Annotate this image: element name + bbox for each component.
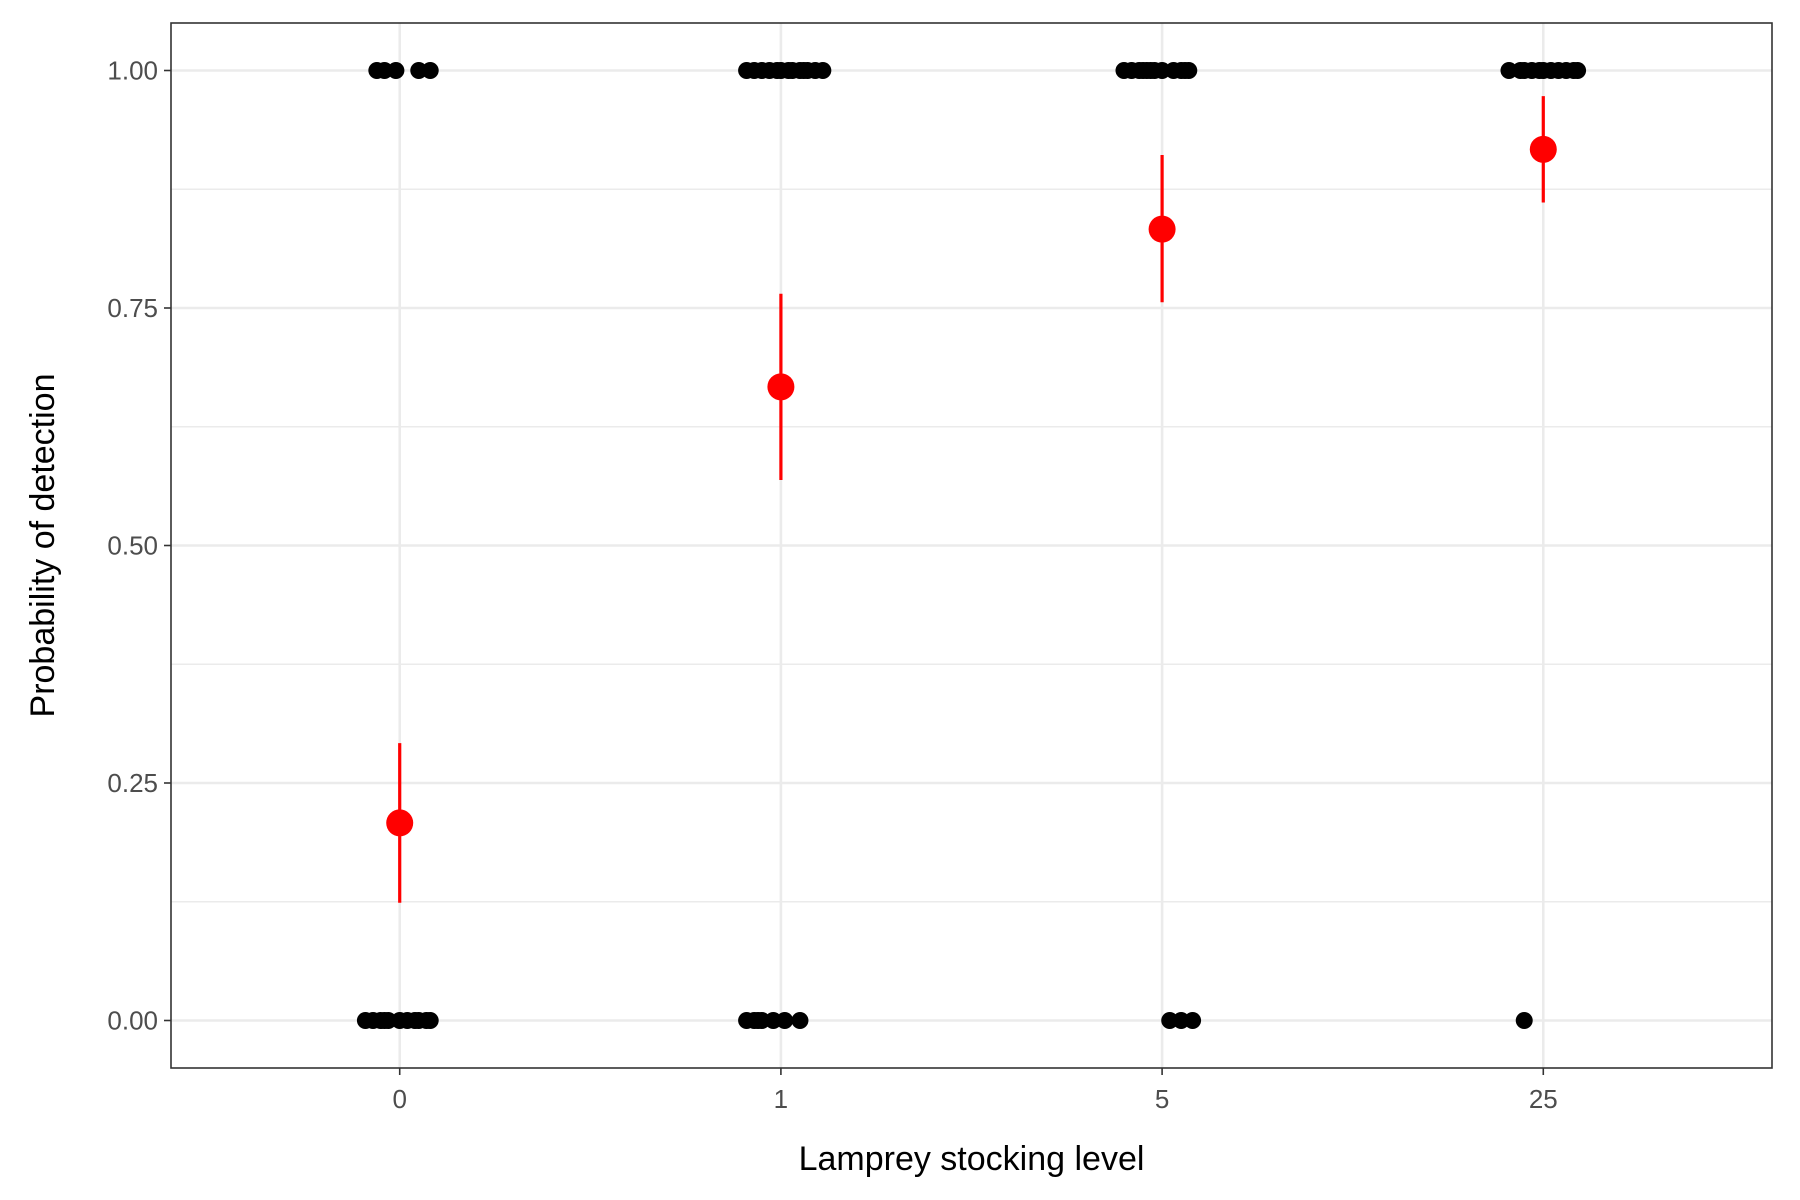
observation-point: [1569, 62, 1587, 79]
observation-point: [1184, 1012, 1202, 1029]
y-axis-title: Probability of detection: [24, 374, 62, 718]
observation-point: [421, 1012, 439, 1029]
x-tick-label: 0: [392, 1084, 406, 1114]
estimate-point: [1529, 135, 1557, 163]
observation-point: [387, 62, 405, 79]
x-tick-label: 1: [774, 1084, 788, 1114]
y-axis: 0.00 0.25 0.50 0.75 1.00: [107, 56, 171, 1036]
observation-point: [791, 1012, 809, 1029]
estimate-point: [386, 809, 414, 837]
observation-point: [814, 62, 832, 79]
estimate-points: [386, 96, 1557, 903]
observation-point: [776, 1012, 794, 1029]
minor-gridlines: [171, 188, 1772, 903]
y-tick-label: 0.75: [107, 293, 158, 323]
y-tick-label: 0.50: [107, 531, 158, 561]
observation-point: [1180, 62, 1198, 79]
plot-panel: [170, 22, 1773, 1069]
y-tick-label: 1.00: [107, 56, 158, 86]
x-tick-label: 25: [1529, 1084, 1558, 1114]
estimate-point: [1148, 215, 1176, 243]
x-tick-label: 5: [1155, 1084, 1169, 1114]
estimate-point: [767, 373, 795, 401]
x-axis-title: Lamprey stocking level: [799, 1140, 1145, 1178]
observation-point: [421, 62, 439, 79]
y-tick-label: 0.25: [107, 768, 158, 798]
x-axis: 0 1 5 25: [392, 1068, 1558, 1114]
observation-points: [356, 62, 1587, 1029]
y-tick-label: 0.00: [107, 1006, 158, 1036]
observation-point: [1515, 1012, 1533, 1029]
